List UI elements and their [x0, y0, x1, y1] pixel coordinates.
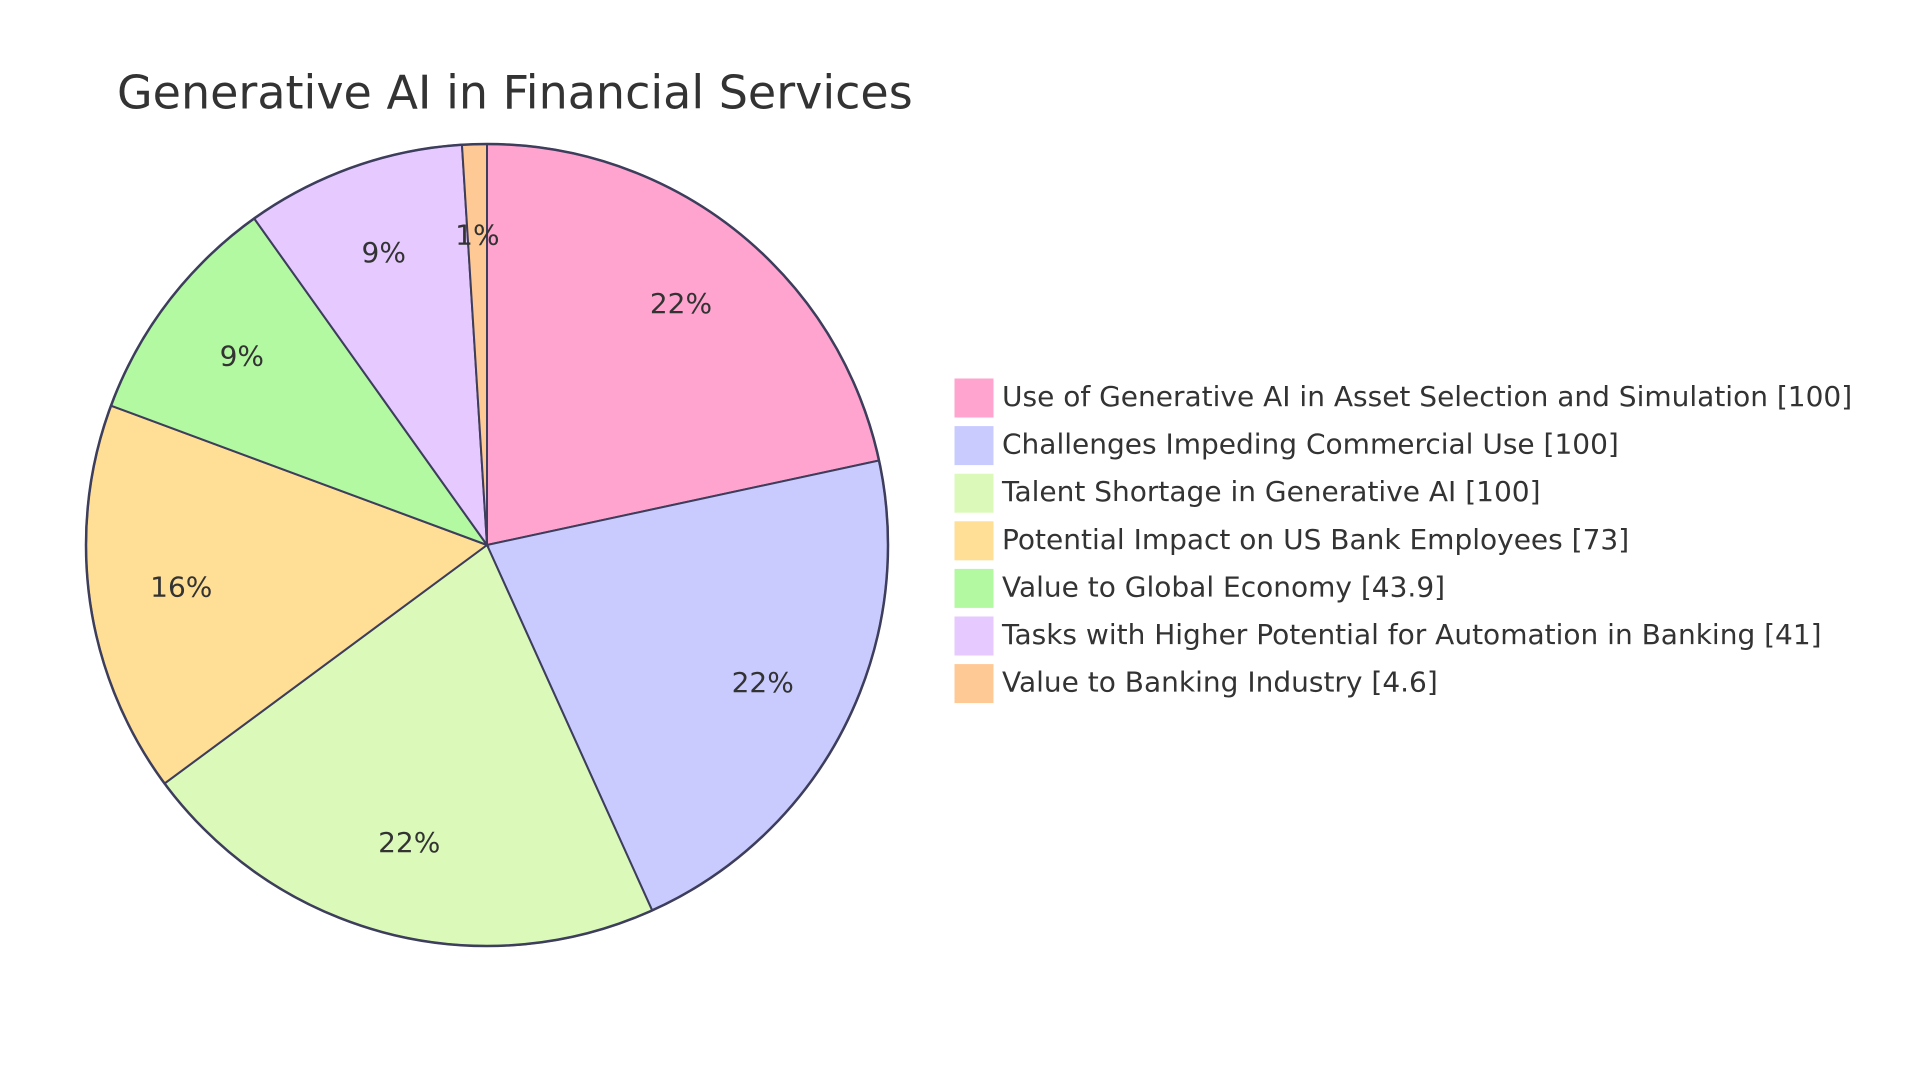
slice-label: 9% — [362, 236, 406, 269]
legend-label: Talent Shortage in Generative AI [100] — [1001, 475, 1541, 508]
chart-title: Generative AI in Financial Services — [117, 66, 913, 120]
legend-swatch — [953, 472, 995, 514]
slice-label: 22% — [650, 287, 712, 320]
slice-label: 22% — [378, 826, 440, 859]
legend-label: Value to Banking Industry [4.6] — [1002, 666, 1438, 699]
legend-label: Value to Global Economy [43.9] — [1002, 570, 1445, 603]
legend-swatch — [953, 663, 995, 705]
slice-label: 9% — [220, 339, 264, 372]
legend-label: Use of Generative AI in Asset Selection … — [1002, 380, 1852, 413]
legend-swatch — [953, 377, 995, 419]
legend-label: Challenges Impeding Commercial Use [100] — [1002, 428, 1619, 461]
slice-label: 22% — [732, 666, 794, 699]
slice-label: 1% — [455, 218, 499, 251]
legend-swatch — [953, 615, 995, 657]
slice-label: 16% — [150, 570, 212, 603]
legend-label: Tasks with Higher Potential for Automati… — [1001, 618, 1822, 651]
legend-label: Potential Impact on US Bank Employees [7… — [1002, 523, 1629, 556]
pie-outline — [84, 142, 890, 948]
legend-swatch — [953, 520, 995, 562]
legend-swatch — [953, 425, 995, 467]
legend-swatch — [953, 567, 995, 609]
